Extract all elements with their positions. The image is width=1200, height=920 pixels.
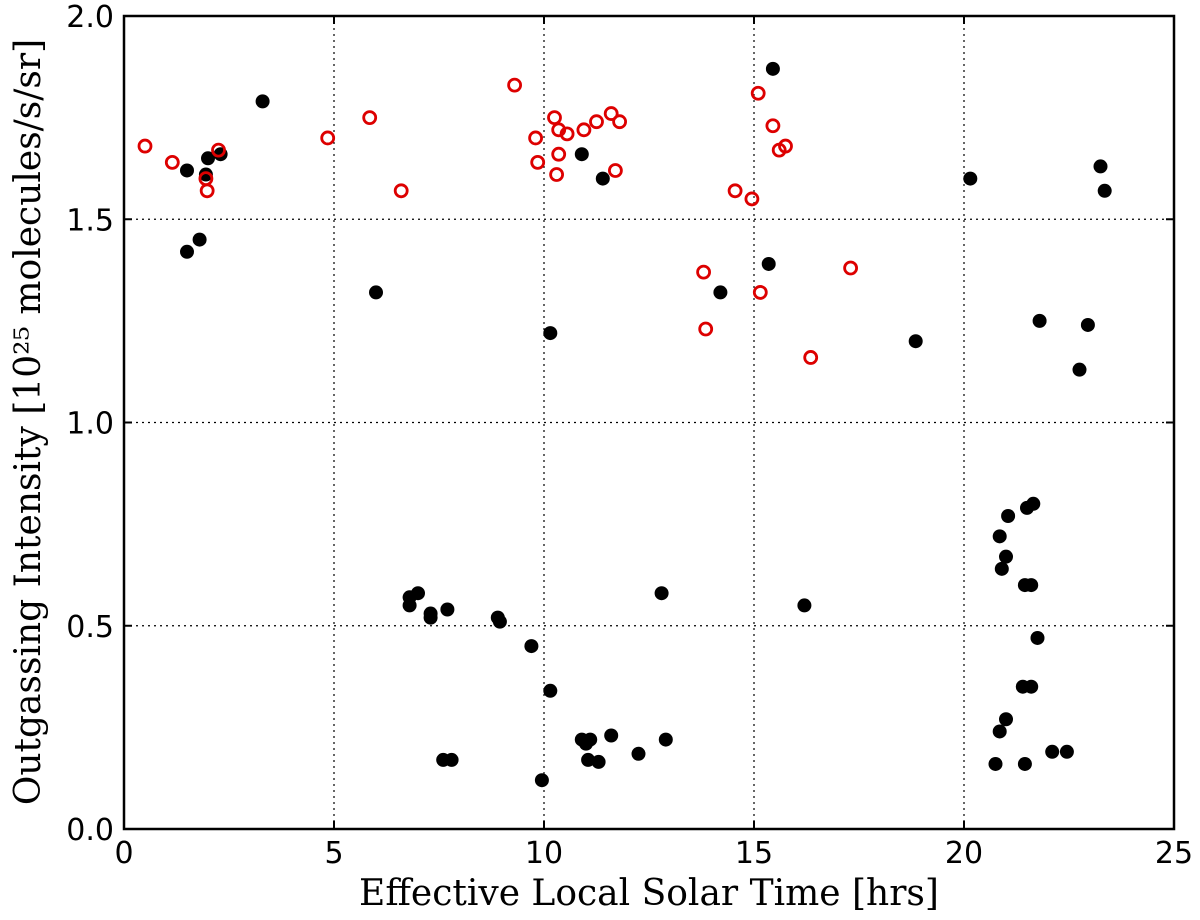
filled-circle-point [713,285,728,300]
filled-circle-point [581,752,596,767]
filled-circle-point [1030,630,1045,645]
open-circle-point [549,167,564,182]
filled-circle-point [654,586,669,601]
open-circle-point [612,114,627,130]
filled-circle-point [1097,183,1112,198]
filled-circle-point [765,61,780,76]
filled-circle-point [1072,362,1087,377]
filled-circle-point [1024,679,1039,694]
filled-circle-point [411,586,425,601]
filled-circle-point [992,724,1007,739]
x-tick-label: 25 [1155,836,1193,871]
filled-circle-point [999,712,1013,727]
filled-circle-point [595,171,610,186]
filled-circle-point [591,754,606,769]
axis-ticks: 0 5 10 15 20 25 0.0 0.5 1.0 1.5 2.0 [66,0,1193,871]
open-circle-point [750,85,766,101]
open-circle-point [698,321,714,337]
filled-circle-point [994,561,1009,576]
filled-circle-point [444,752,459,767]
open-circle-point [843,260,858,276]
x-tick-label: 5 [324,836,343,871]
open-circle-point [778,138,793,154]
open-circle-point [696,264,711,280]
filled-circle-point [1045,744,1060,759]
open-circle-point [528,130,543,146]
y-tick-label: 2.0 [66,0,114,35]
y-tick-label: 1.0 [66,407,114,442]
filled-circle-point [369,285,383,300]
filled-circle-point [988,756,1003,771]
open-circle-point [608,163,623,178]
open-circle-point [199,183,215,199]
filled-circle-point [440,602,455,617]
data-points [137,61,1112,788]
open-circle-point [530,154,546,170]
filled-circle-point [992,529,1007,544]
open-circle-point [137,138,153,154]
filled-circle-point [1024,578,1039,593]
filled-circle-point [402,598,417,613]
filled-circle-point [192,232,207,247]
open-circle-point [362,110,378,126]
y-tick-label: 1.5 [66,203,114,238]
filled-circle-point [999,549,1013,564]
open-circle-point [576,122,592,138]
filled-circle-point [1026,496,1041,511]
open-circle-point [164,154,180,170]
filled-circle-point [604,728,619,743]
x-tick-label: 15 [735,836,773,871]
filled-circle-point [255,94,270,109]
x-axis-label: Effective Local Solar Time [hrs] [359,873,939,914]
open-circle-point [211,142,226,158]
open-circle-point [803,350,819,365]
filled-circle-point [658,732,673,747]
filled-circle-point [797,598,812,613]
open-circle-point [752,285,768,300]
y-axis-label: Outgassing Intensity [10²⁵ molecules/s/s… [8,39,49,805]
x-tick-label: 10 [525,836,563,871]
open-circle-point [765,118,781,134]
filled-circle-point [180,244,194,259]
y-tick-label: 0.5 [66,610,114,645]
filled-circle-point [1059,744,1074,759]
x-tick-label: 20 [945,836,983,871]
filled-circle-point [198,167,213,182]
filled-circle-point [201,151,215,166]
filled-circle-point [543,326,558,341]
open-circle-point [393,183,409,199]
open-circle-point [603,106,619,121]
filled-circle-point [1032,313,1047,328]
filled-circle-point [492,614,507,629]
open-circle-point [507,77,522,93]
open-circle-point [547,110,562,126]
filled-circle-point [963,171,978,186]
filled-circle-point [631,746,646,761]
filled-circle-point [574,147,589,162]
filled-circle-point [761,256,776,271]
x-tick-label: 0 [114,836,133,871]
filled-circle-point [908,334,923,349]
filled-circle-point [180,163,194,178]
grid-lines [124,16,1174,829]
y-tick-label: 0.0 [66,813,114,848]
filled-circle-point [1017,756,1032,771]
open-circle-point [551,146,567,162]
filled-circle-point [583,732,598,747]
filled-circle-point [1001,508,1016,523]
filled-circle-point [534,773,549,788]
filled-circle-point [524,639,539,654]
open-circle-point [589,114,604,130]
open-circle-point [320,130,336,146]
filled-circle-point [1080,317,1095,332]
filled-circle-point [423,610,438,625]
open-circle-point [727,183,743,199]
filled-circle-point [1093,159,1108,174]
open-circle-point [744,191,760,207]
open-circle-point [559,126,575,142]
filled-circle-point [543,683,558,698]
